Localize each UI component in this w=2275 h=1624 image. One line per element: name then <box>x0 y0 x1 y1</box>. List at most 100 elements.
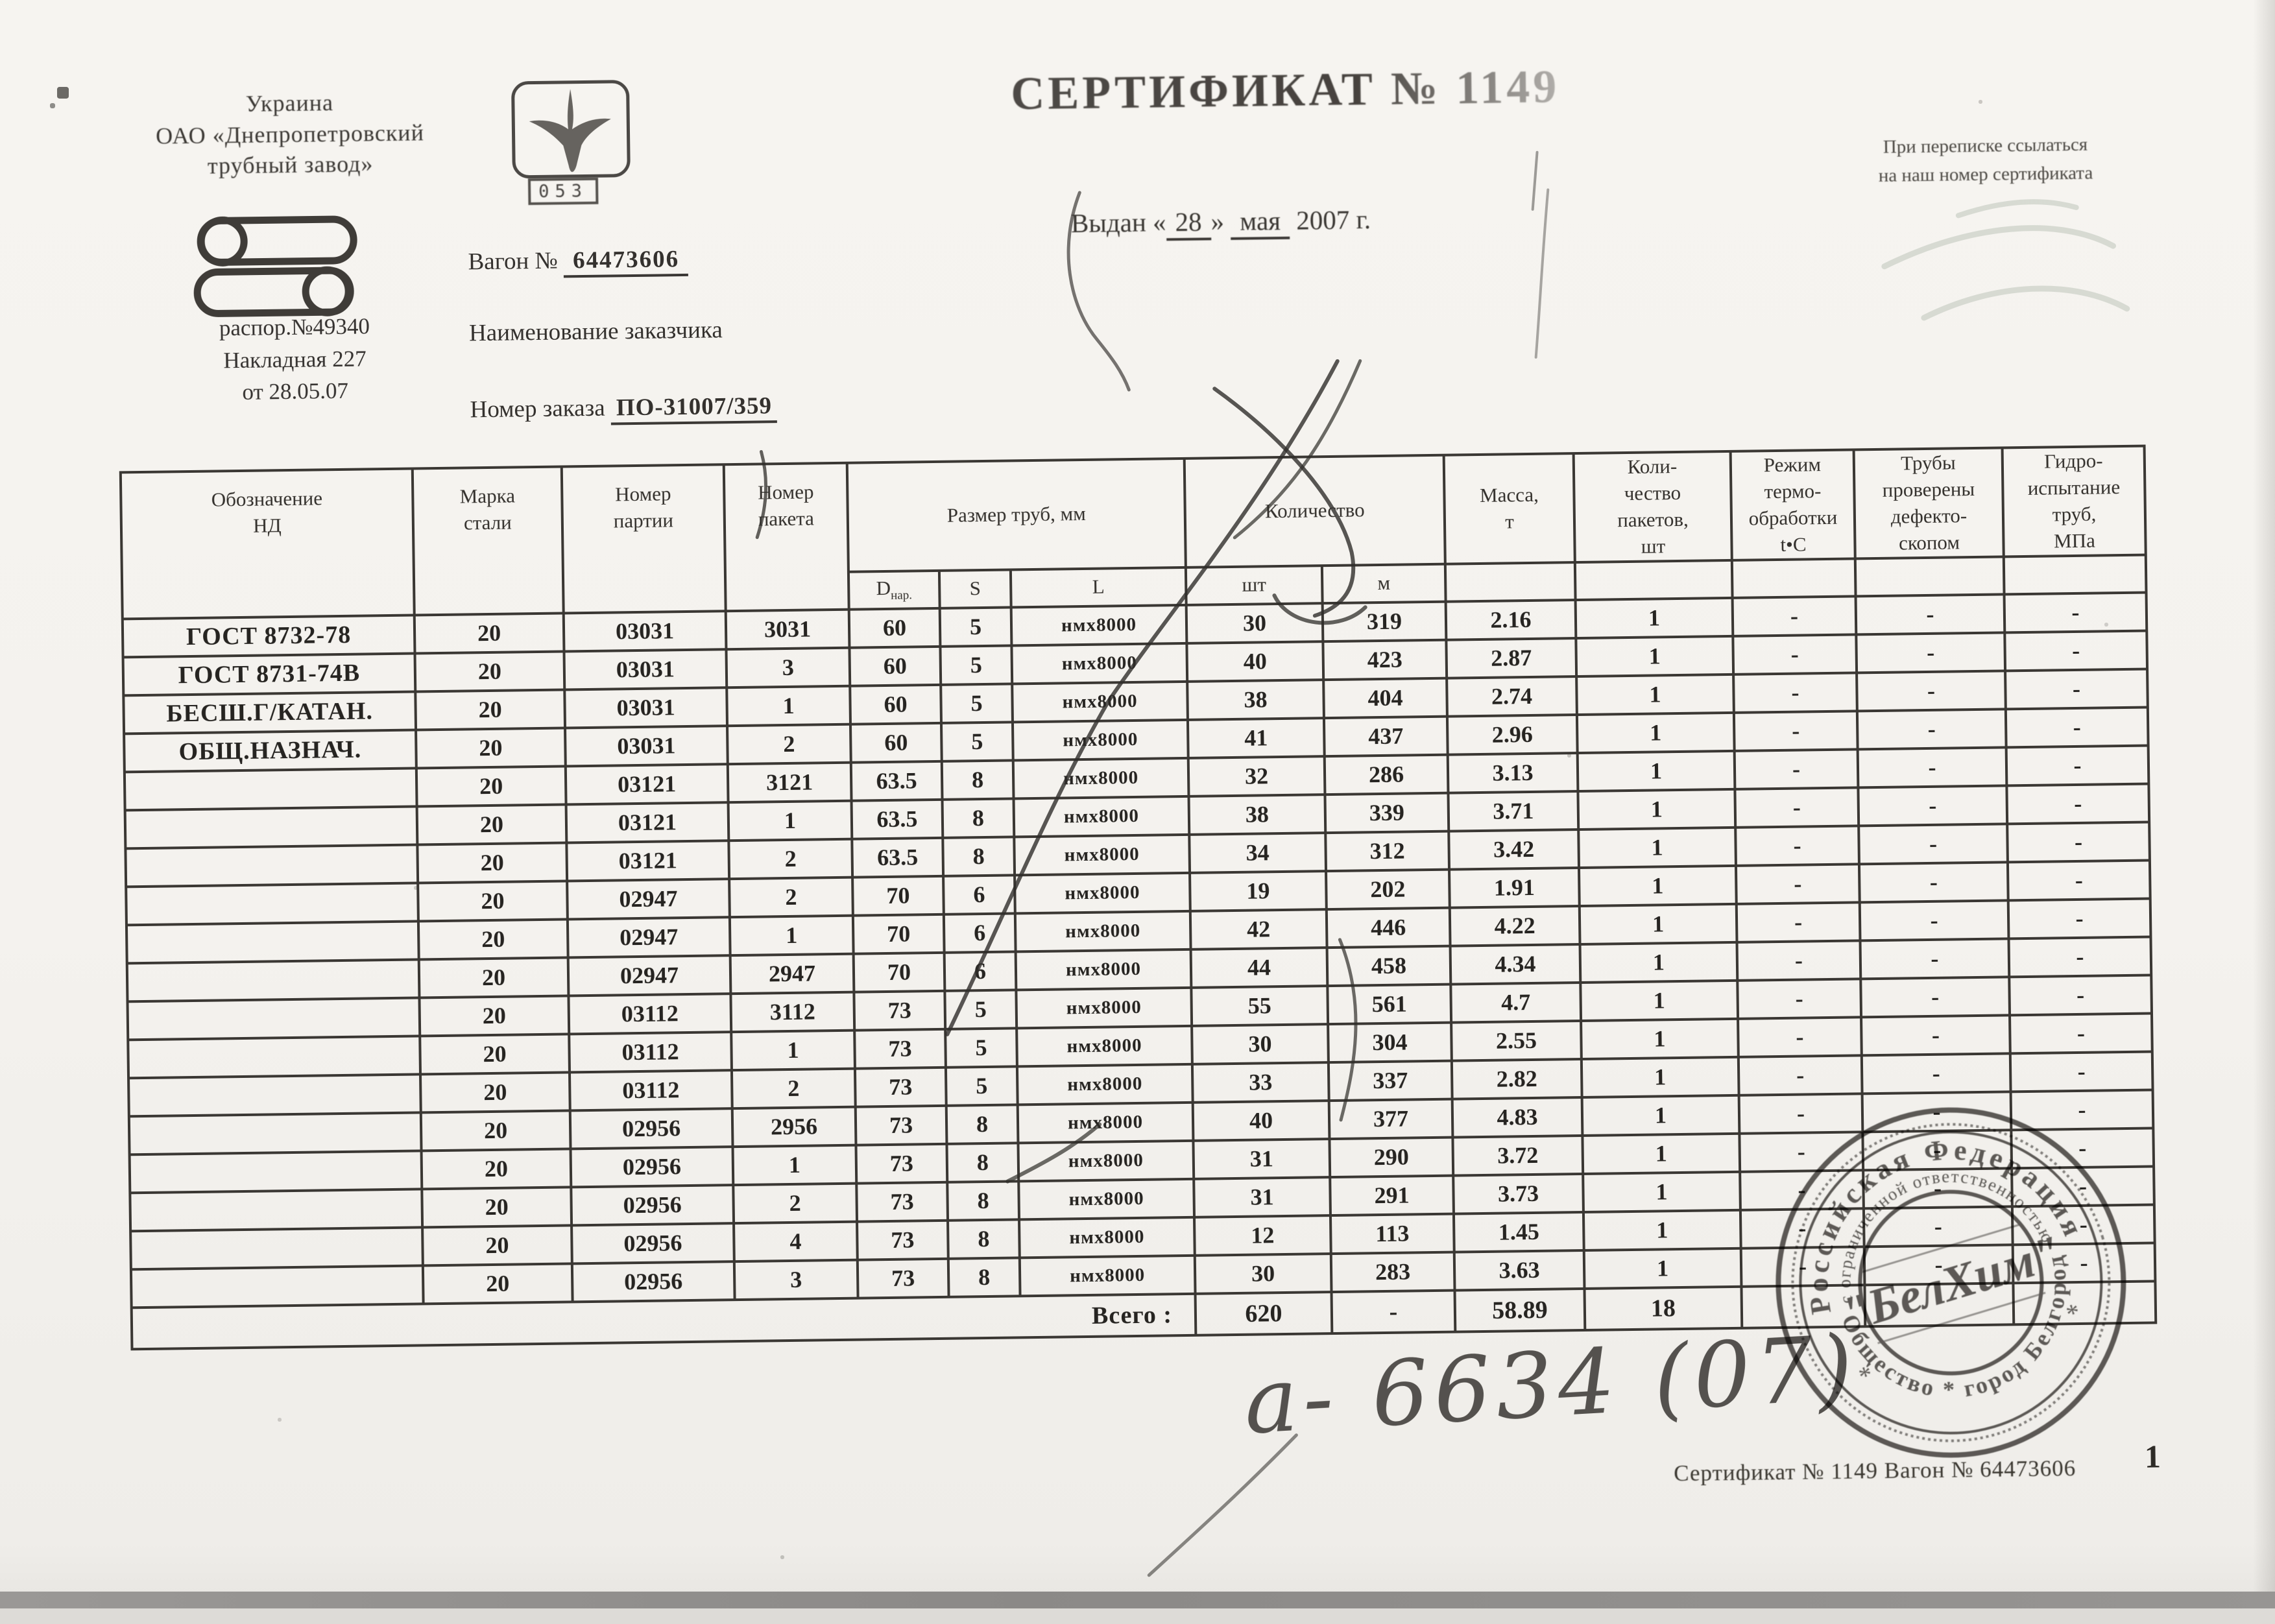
cell-defect-check: - <box>1857 671 2006 711</box>
issued-day: 28 <box>1166 206 1211 241</box>
cell-meters: 446 <box>1326 907 1450 948</box>
cell-length: нмх8000 <box>1017 1025 1192 1067</box>
order-number: ПО-31007/359 <box>610 392 778 425</box>
cell-outer-diameter: 60 <box>849 608 941 648</box>
cell-meters: 304 <box>1328 1022 1452 1062</box>
cell-hydro-test: - <box>2007 822 2150 862</box>
cell-pieces: 42 <box>1190 909 1327 949</box>
cell-outer-diameter: 73 <box>854 1067 946 1107</box>
cell-pieces: 44 <box>1190 947 1328 988</box>
cell-mass: 4.34 <box>1450 944 1581 985</box>
cell-heat-mode: - <box>1732 596 1857 636</box>
cell-steel-grade: 20 <box>420 1110 571 1151</box>
cell-designation <box>126 959 420 1001</box>
col-header-steel-grade: Марка стали <box>412 466 564 615</box>
wagon-label: Вагон № <box>468 247 559 276</box>
cell-pack-no: 2 <box>731 1068 856 1108</box>
cell-meters: 339 <box>1325 793 1449 833</box>
cell-wall: 5 <box>940 645 1013 685</box>
customer-label: Наименование заказчика <box>468 316 723 347</box>
cell-pack-no: 3112 <box>730 992 855 1032</box>
cell-mass: 4.83 <box>1452 1097 1583 1138</box>
cell-defect-check: - <box>1861 1014 2010 1055</box>
cell-wall: 8 <box>943 837 1015 876</box>
cell-length: нмх8000 <box>1018 1140 1194 1181</box>
cell-steel-grade: 20 <box>421 1149 572 1189</box>
cell-mass: 1.45 <box>1453 1212 1584 1252</box>
note-line2: на наш номер сертификата <box>1878 162 2093 186</box>
cell-hydro-test: - <box>2007 860 2150 900</box>
cell-batch-no: 02947 <box>567 916 730 958</box>
cell-steel-grade: 20 <box>415 689 566 730</box>
cell-outer-diameter: 73 <box>856 1182 948 1222</box>
subcol-empty-packs <box>1574 560 1733 600</box>
cell-meters: 202 <box>1326 869 1450 909</box>
cell-hydro-test: - <box>2010 1013 2152 1053</box>
dispatch-order: распор.№49340 <box>219 313 370 341</box>
cell-packs-count: 1 <box>1578 789 1736 830</box>
cell-meters: 458 <box>1327 946 1451 986</box>
cell-mass: 4.7 <box>1450 982 1582 1023</box>
subcol-empty-mass <box>1445 562 1576 602</box>
cell-mass: 2.87 <box>1446 638 1577 678</box>
cell-mass: 3.13 <box>1447 752 1578 793</box>
cell-designation <box>127 997 420 1040</box>
cell-steel-grade: 20 <box>417 842 568 883</box>
org-name-line1: ОАО «Днепропетровский <box>155 119 425 149</box>
cell-batch-no: 02956 <box>572 1261 735 1302</box>
cell-pack-no: 3031 <box>725 609 850 649</box>
cell-pieces: 31 <box>1194 1176 1330 1217</box>
cell-length: нмх8000 <box>1011 643 1188 684</box>
certificate-title: СЕРТИФИКАТ № 1149 <box>993 60 1578 121</box>
cell-designation: ГОСТ 8731-74В <box>123 653 416 695</box>
belkhim-stamp: Российская Федерация с ограниченной отве… <box>1766 1097 2126 1458</box>
cell-pack-no: 2956 <box>732 1106 856 1147</box>
cell-pack-no: 1 <box>732 1145 857 1185</box>
cell-wall: 6 <box>944 951 1017 991</box>
faint-green-stroke-2 <box>1921 285 2130 321</box>
cell-mass: 2.74 <box>1447 676 1577 717</box>
cell-wall: 6 <box>943 875 1015 914</box>
cell-length: нмх8000 <box>1018 1178 1194 1219</box>
cell-length: нмх8000 <box>1017 1102 1194 1143</box>
cell-outer-diameter: 73 <box>854 990 946 1031</box>
cell-pieces: 30 <box>1194 1253 1332 1294</box>
cell-batch-no: 03031 <box>563 610 727 652</box>
cell-length: нмх8000 <box>1012 719 1188 761</box>
cell-batch-no: 03112 <box>569 1069 732 1111</box>
col-header-quantity: Количество <box>1184 455 1445 567</box>
cell-outer-diameter: 63.5 <box>851 799 943 839</box>
cell-heat-mode: - <box>1737 940 1861 981</box>
dispatch-invoice: Накладная 227 <box>223 346 367 373</box>
order-line: Номер заказа ПО-31007/359 <box>470 392 778 425</box>
cell-mass: 3.63 <box>1454 1250 1585 1291</box>
scan-edge-shadow <box>2253 0 2275 1608</box>
cell-length: нмх8000 <box>1012 681 1188 722</box>
cell-pack-no: 2 <box>733 1183 858 1223</box>
cell-wall: 8 <box>947 1180 1020 1221</box>
cell-outer-diameter: 73 <box>856 1143 948 1184</box>
cell-hydro-test: - <box>2005 707 2149 748</box>
cell-defect-check: - <box>1860 976 2010 1017</box>
cell-pieces: 30 <box>1186 603 1323 643</box>
cell-designation: ГОСТ 8732-78 <box>122 615 415 657</box>
page-number: 1 <box>2144 1438 2161 1475</box>
cell-steel-grade: 20 <box>422 1263 573 1304</box>
cell-meters: 113 <box>1330 1213 1454 1254</box>
organization-block: Украина ОАО «Днепропетровский трубный за… <box>82 86 498 184</box>
subcol-empty-defect <box>1855 556 2004 597</box>
cell-batch-no: 02956 <box>570 1108 733 1149</box>
cell-packs-count: 1 <box>1576 636 1734 676</box>
col-header-defect-check: Трубы проверены дефекто- скопом <box>1853 448 2004 559</box>
cell-pack-no: 1 <box>727 686 850 726</box>
scanner-bottom-band <box>0 1592 2275 1608</box>
cell-heat-mode: - <box>1736 902 1860 942</box>
cell-packs-count: 1 <box>1583 1171 1740 1212</box>
cell-heat-mode: - <box>1735 863 1860 904</box>
cell-wall: 8 <box>946 1105 1018 1144</box>
cell-steel-grade: 20 <box>419 996 570 1036</box>
cell-mass: 3.72 <box>1452 1135 1583 1176</box>
totals-meters: - <box>1331 1290 1456 1333</box>
cell-pieces: 38 <box>1187 679 1324 720</box>
cell-mass: 3.73 <box>1453 1173 1583 1214</box>
